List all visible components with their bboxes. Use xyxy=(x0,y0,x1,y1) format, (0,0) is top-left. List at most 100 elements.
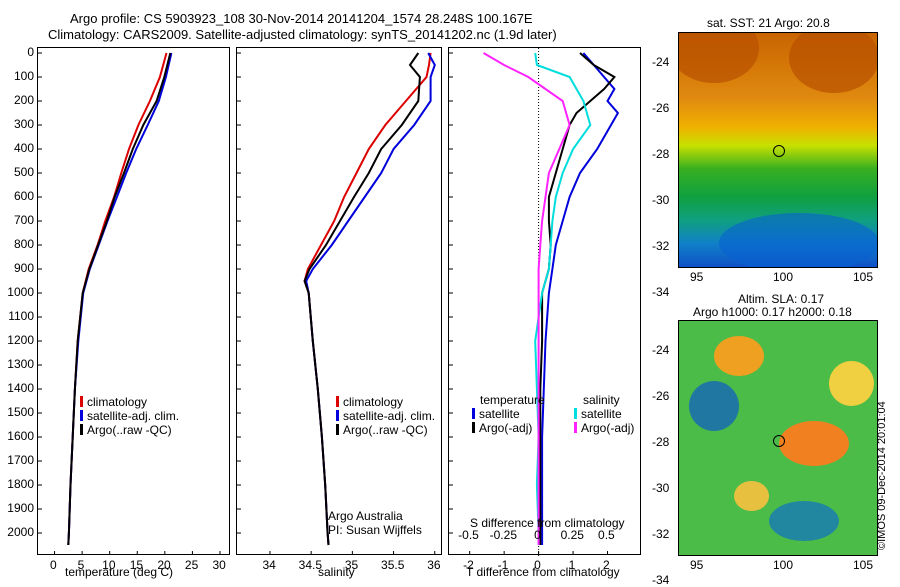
sla-map-title: Altim. SLA: 0.17 xyxy=(738,292,825,306)
x-tick-label: 34.5 xyxy=(298,558,323,572)
depth-tick-label: 500 xyxy=(13,165,34,179)
legend-2-swatch-1 xyxy=(336,410,339,421)
difference-plot xyxy=(449,48,620,556)
salinity-axis-title: salinity xyxy=(318,565,355,579)
lon-tick-label: 105 xyxy=(853,270,874,284)
x-tick-label: 35.5 xyxy=(381,558,405,572)
x-tick-label: 5 xyxy=(77,558,85,572)
depth-tick-label: 1100 xyxy=(8,309,34,323)
lat-tick-label: -30 xyxy=(652,481,670,495)
depth-tick-label: 1900 xyxy=(7,501,34,515)
x-tick-label: 25 xyxy=(184,558,199,572)
legend-2-swatch-0 xyxy=(336,396,339,407)
legend-3-sal-swatch-0 xyxy=(574,408,577,419)
credit-line-2: PI: Susan Wijffels xyxy=(328,523,422,537)
sst-map-title: sat. SST: 21 Argo: 20.8 xyxy=(707,16,830,30)
legend-2-item-1: satellite-adj. clim. xyxy=(336,409,435,423)
legend-1-item-2: Argo(..raw -QC) xyxy=(80,423,172,437)
series-line-1 xyxy=(305,52,436,546)
depth-tick-label: 600 xyxy=(13,189,34,203)
depth-tick-label: 300 xyxy=(13,117,34,131)
sst-map xyxy=(678,32,878,268)
salinity-panel xyxy=(236,47,442,555)
depth-tick-label: 1500 xyxy=(7,405,34,419)
sla-map-subtitle: Argo h1000: 0.17 h2000: 0.18 xyxy=(693,305,852,319)
temperature-axis-title: temperature (deg C) xyxy=(65,565,174,579)
x-tick-label: 30 xyxy=(212,558,226,572)
timestamp-stamp: ©IMOS 09-Dec-2014 20:01:04 xyxy=(876,401,888,550)
x-tick-label: 0 xyxy=(534,558,541,572)
sst-cool-patch xyxy=(719,213,877,267)
legend-3-temp-item-0: satellite xyxy=(472,407,520,421)
x2-tick-label: -0.5 xyxy=(458,528,479,542)
legend-1-item-1: satellite-adj. clim. xyxy=(80,409,179,423)
chart-title: Argo profile: CS 5903923_108 30-Nov-2014… xyxy=(70,11,533,26)
legend-1-label-2: Argo(..raw -QC) xyxy=(87,423,172,437)
legend-2-label-1: satellite-adj. clim. xyxy=(343,409,436,423)
sla-high-patch xyxy=(779,421,849,466)
legend-3-temp-label-1: Argo(-adj) xyxy=(479,421,533,435)
depth-tick-label: 1600 xyxy=(7,429,34,443)
sst-warm-patch xyxy=(679,33,759,83)
series-line-3 xyxy=(482,52,571,545)
depth-tick-label: 1300 xyxy=(7,357,34,371)
x-tick-label: 35 xyxy=(344,558,359,572)
lon-tick-label: 95 xyxy=(690,558,704,572)
sla-high-patch xyxy=(714,336,764,376)
legend-3-temp-label-0: satellite xyxy=(479,407,520,421)
legend-3-sal-label-0: satellite xyxy=(581,407,622,421)
legend-1-swatch-2 xyxy=(80,424,83,435)
temperature-plot xyxy=(38,52,221,555)
depth-tick-label: 100 xyxy=(13,69,34,83)
lon-tick-label: 95 xyxy=(690,270,704,284)
sst-warm-patch xyxy=(789,33,877,93)
legend-3-temp-item-1: Argo(-adj) xyxy=(472,421,532,435)
legend-3-sal-item-0: satellite xyxy=(574,407,622,421)
lat-tick-label: -28 xyxy=(652,147,670,161)
lon-tick-label: 100 xyxy=(773,558,794,572)
float-location-marker xyxy=(773,145,785,157)
series-line-2 xyxy=(534,52,592,545)
x-tick-label: 36 xyxy=(427,558,441,572)
depth-tick-label: 1700 xyxy=(7,453,34,467)
depth-tick-label: 1000 xyxy=(7,285,34,299)
x2-tick-label: -0.25 xyxy=(489,528,517,542)
legend-2-item-2: Argo(..raw -QC) xyxy=(336,423,428,437)
legend-1-swatch-0 xyxy=(80,396,83,407)
legend-2-swatch-2 xyxy=(336,424,339,435)
series-line-2 xyxy=(303,52,421,546)
temperature-panel xyxy=(37,47,230,555)
legend-3-sal-label-1: Argo(-adj) xyxy=(581,421,635,435)
depth-tick-label: 2000 xyxy=(7,525,34,539)
temperature-difference-axis-title: T difference from climatology xyxy=(466,565,620,579)
legend-1-swatch-1 xyxy=(80,410,83,421)
legend-2-label-0: climatology xyxy=(343,395,404,409)
series-line-1 xyxy=(67,52,173,546)
sla-high-patch xyxy=(734,481,769,511)
lat-tick-label: -24 xyxy=(652,55,670,69)
x-tick-label: 2 xyxy=(603,558,610,572)
lat-tick-label: -24 xyxy=(652,343,670,357)
x-tick-label: -2 xyxy=(463,558,474,572)
legend-3-sal-item-1: Argo(-adj) xyxy=(574,421,634,435)
lat-tick-label: -26 xyxy=(652,389,670,403)
lat-tick-label: -34 xyxy=(652,573,670,587)
sla-high-patch xyxy=(829,361,874,406)
x2-tick-label: 0.25 xyxy=(560,528,584,542)
x2-tick-label: 0.5 xyxy=(598,528,615,542)
legend-3-sal-swatch-1 xyxy=(574,422,577,433)
x-tick-label: -1 xyxy=(497,558,509,572)
x-tick-label: 20 xyxy=(157,558,171,572)
series-line-2 xyxy=(67,52,172,546)
x2-tick-label: 0 xyxy=(534,528,541,542)
legend-1-label-1: satellite-adj. clim. xyxy=(87,409,180,423)
legend-3-temp-head: temperature xyxy=(480,393,545,407)
credit-line-1: Argo Australia xyxy=(328,509,403,523)
x-tick-label: 1 xyxy=(568,558,576,572)
depth-tick-label: 0 xyxy=(27,45,34,59)
lat-tick-label: -32 xyxy=(652,527,670,541)
depth-tick-label: 800 xyxy=(13,237,34,251)
sla-map xyxy=(678,320,878,556)
lat-tick-label: -34 xyxy=(652,285,670,299)
float-location-marker xyxy=(773,435,785,447)
